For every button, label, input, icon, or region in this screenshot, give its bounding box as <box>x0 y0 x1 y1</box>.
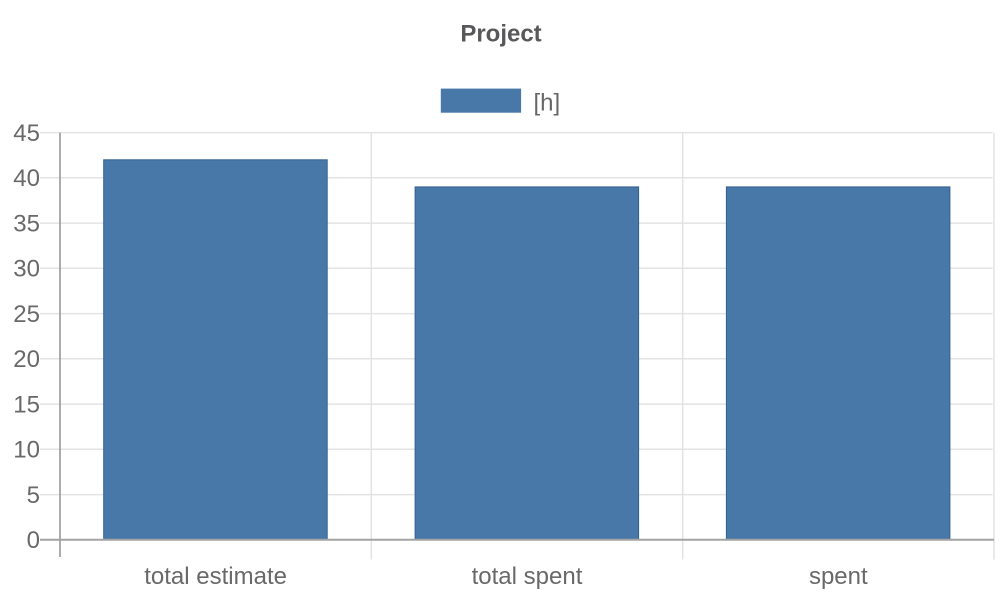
svg-text:0: 0 <box>27 527 40 554</box>
svg-text:20: 20 <box>13 346 40 373</box>
svg-text:30: 30 <box>13 256 40 283</box>
svg-text:45: 45 <box>13 120 40 147</box>
svg-text:35: 35 <box>13 211 40 238</box>
svg-text:Project: Project <box>460 21 541 48</box>
svg-text:total spent: total spent <box>472 563 583 590</box>
svg-text:40: 40 <box>13 165 40 192</box>
svg-text:25: 25 <box>13 301 40 328</box>
svg-text:15: 15 <box>13 392 40 419</box>
svg-text:total estimate: total estimate <box>144 563 287 590</box>
svg-text:5: 5 <box>27 482 40 509</box>
svg-text:[h]: [h] <box>534 90 561 117</box>
svg-text:10: 10 <box>13 437 40 464</box>
svg-text:spent: spent <box>809 563 868 590</box>
